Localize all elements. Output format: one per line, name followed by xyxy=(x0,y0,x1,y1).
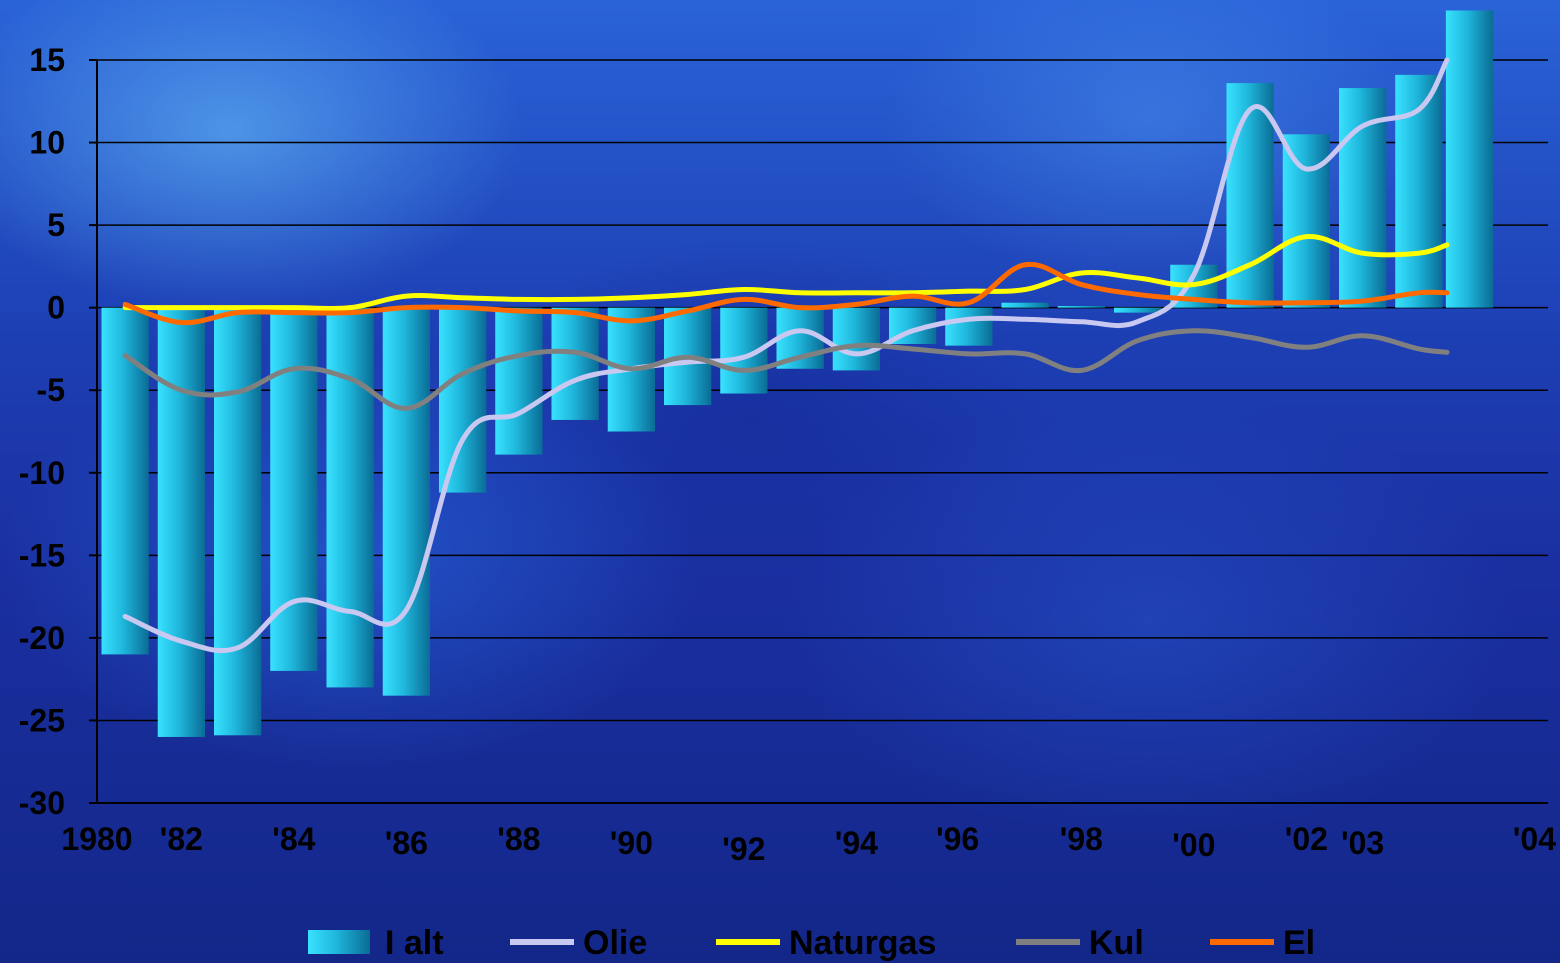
y-tick-label-1: 10 xyxy=(29,125,65,161)
legend-swatch-i-alt xyxy=(308,930,370,954)
bar-4 xyxy=(326,307,374,688)
x-tick-label-10: '00 xyxy=(1172,827,1215,863)
bar-2 xyxy=(214,307,262,736)
legend-label-kul: Kul xyxy=(1089,924,1144,962)
x-tick-label-8: '96 xyxy=(936,821,979,857)
legend-label-naturgas: Naturgas xyxy=(789,924,936,962)
series-line-olie xyxy=(122,57,1450,654)
series-line-kul xyxy=(122,328,1450,411)
y-tick-label-3: 0 xyxy=(47,290,65,326)
y-tick-label-4: -5 xyxy=(37,372,65,408)
axes xyxy=(89,59,1548,804)
bar-7 xyxy=(495,307,543,455)
series-line-naturgas xyxy=(122,234,1450,312)
y-tick-label-7: -20 xyxy=(19,620,65,656)
bar-series xyxy=(101,10,1494,737)
bar-24 xyxy=(1445,10,1494,308)
bar-6 xyxy=(439,307,487,493)
x-tick-label-3: '86 xyxy=(385,825,428,861)
legend: I alt Olie Naturgas Kul El xyxy=(308,924,1315,962)
x-tick-label-4: '88 xyxy=(497,821,540,857)
x-tick-label-7: '94 xyxy=(835,825,878,861)
x-tick-label-0: 1980 xyxy=(61,821,132,857)
y-axis-ticks: 15 10 5 0 -5 -10 -15 -20 -25 -30 xyxy=(19,42,65,821)
legend-label-olie: Olie xyxy=(583,924,647,962)
bar-8 xyxy=(551,307,599,420)
legend-label-el: El xyxy=(1283,924,1315,962)
bar-1 xyxy=(157,307,205,737)
x-tick-label-1: '82 xyxy=(160,821,203,857)
bar-3 xyxy=(270,307,318,671)
y-tick-label-6: -15 xyxy=(19,537,65,573)
series-line-el xyxy=(122,261,1450,326)
y-tick-label-5: -10 xyxy=(19,455,65,491)
bar-18 xyxy=(1114,307,1162,313)
y-tick-label-2: 5 xyxy=(47,207,65,243)
bar-21 xyxy=(1282,134,1330,308)
bar-16 xyxy=(1001,302,1049,308)
x-tick-label-13: '04 xyxy=(1513,821,1556,857)
bar-23 xyxy=(1395,74,1443,308)
y-tick-label-9: -30 xyxy=(19,785,65,821)
x-tick-label-12: '03 xyxy=(1341,825,1384,861)
y-tick-label-0: 15 xyxy=(29,42,65,78)
x-tick-label-6: '92 xyxy=(722,831,765,867)
x-tick-label-5: '90 xyxy=(610,825,653,861)
bar-17 xyxy=(1057,306,1105,308)
x-tick-label-9: '98 xyxy=(1060,821,1103,857)
legend-label-i-alt: I alt xyxy=(385,924,444,962)
x-tick-label-11: '02 xyxy=(1285,821,1328,857)
x-axis-ticks: 1980 '82 '84 '86 '88 '90 '92 '94 '96 '98 '00 '02 '03… xyxy=(61,821,1556,867)
x-tick-label-2: '84 xyxy=(272,821,315,857)
bar-15 xyxy=(945,307,993,346)
bar-13 xyxy=(832,307,880,371)
bar-0 xyxy=(101,307,149,655)
y-tick-label-8: -25 xyxy=(19,702,65,738)
bar-5 xyxy=(382,307,430,696)
line-series xyxy=(122,57,1450,654)
